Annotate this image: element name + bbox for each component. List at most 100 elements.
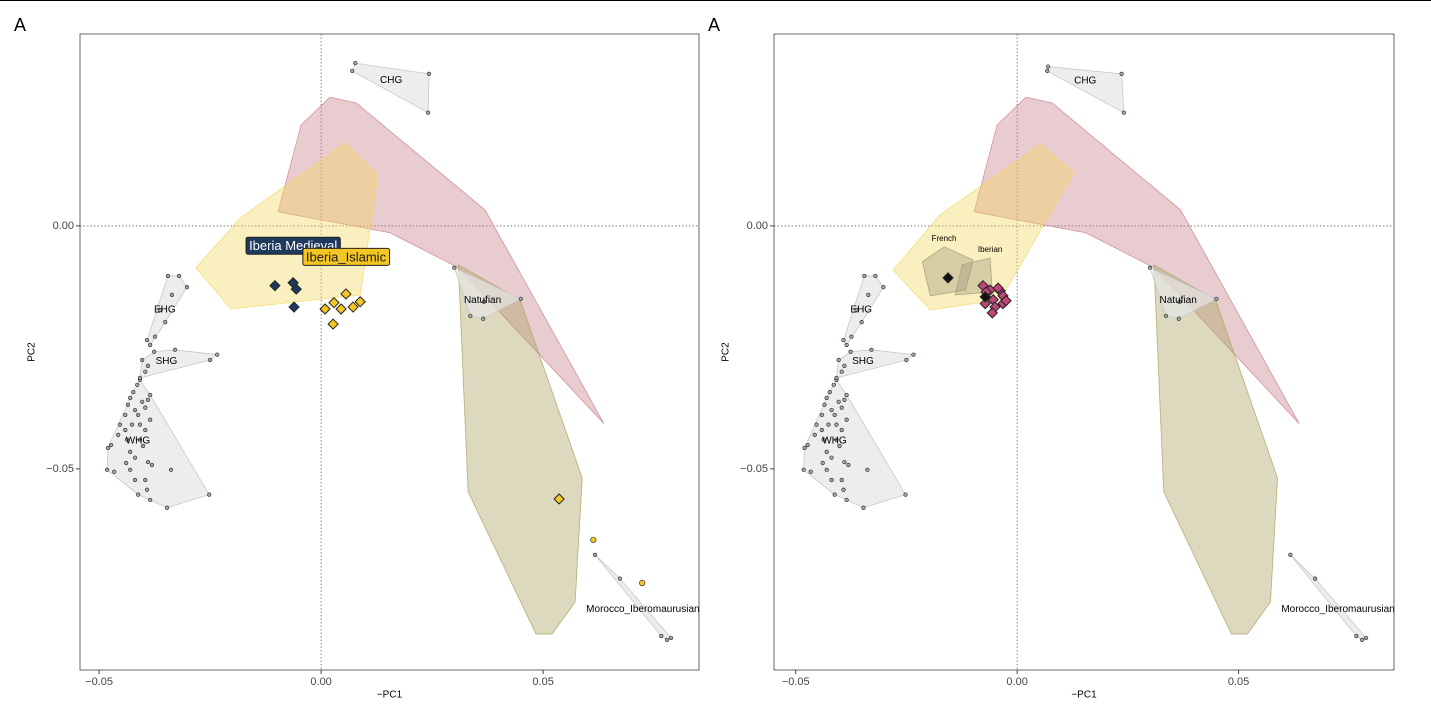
point <box>145 397 151 402</box>
point <box>834 422 839 427</box>
point <box>143 369 148 374</box>
point <box>844 417 849 422</box>
point <box>837 443 842 449</box>
point <box>128 467 133 472</box>
point <box>135 382 140 387</box>
group-label: Natufian <box>1160 295 1197 306</box>
point <box>827 389 832 395</box>
point <box>802 445 807 451</box>
point <box>842 459 847 465</box>
group-label: Morocco_Iberomaurusian <box>1281 604 1394 615</box>
point <box>808 469 813 474</box>
point <box>592 552 598 557</box>
group-label: CHG <box>1074 76 1096 87</box>
point <box>354 296 366 308</box>
point <box>979 291 991 303</box>
x-tick-label: 0.00 <box>310 676 331 688</box>
point <box>1000 295 1012 307</box>
point <box>1121 110 1126 115</box>
point <box>163 320 168 325</box>
point <box>1046 64 1051 69</box>
point <box>1363 635 1369 641</box>
label-box <box>302 247 391 266</box>
point <box>979 297 991 310</box>
group-label: WHG <box>126 436 151 447</box>
point <box>861 505 866 510</box>
point <box>319 303 331 315</box>
point <box>1176 316 1181 321</box>
point <box>841 487 846 492</box>
point <box>844 392 849 398</box>
point <box>839 405 844 410</box>
point <box>350 68 355 74</box>
area <box>277 96 605 424</box>
y-tick-label: −0.05 <box>740 463 768 475</box>
point <box>426 110 431 115</box>
point <box>824 395 829 401</box>
point <box>207 492 212 497</box>
point <box>123 412 128 418</box>
point <box>148 417 153 422</box>
point <box>123 427 128 433</box>
point <box>1147 265 1153 270</box>
x-tick-label: −0.05 <box>85 676 113 688</box>
point <box>820 460 825 466</box>
point <box>821 437 826 442</box>
point <box>1177 299 1182 304</box>
point <box>819 412 824 418</box>
point <box>829 407 834 413</box>
point <box>137 375 143 381</box>
point <box>149 462 155 468</box>
point <box>824 467 829 472</box>
point <box>148 392 153 398</box>
point <box>169 292 175 298</box>
x-tick-label: −0.05 <box>782 676 810 688</box>
point <box>836 399 841 404</box>
point <box>131 389 136 395</box>
point <box>340 288 352 300</box>
point <box>911 352 916 357</box>
point <box>822 402 827 407</box>
point <box>112 469 117 474</box>
point <box>842 397 847 402</box>
group-label: SHG <box>156 356 178 367</box>
point <box>104 467 110 472</box>
y-axis-label: PC2 <box>27 342 38 362</box>
point <box>148 497 153 503</box>
group-label: Natufian <box>464 295 501 306</box>
point <box>839 477 844 483</box>
point <box>137 437 143 442</box>
point <box>1354 633 1359 639</box>
point <box>664 637 670 642</box>
point <box>172 347 178 352</box>
point <box>639 579 646 587</box>
point <box>426 71 432 76</box>
group-label: CHG <box>380 75 402 86</box>
point <box>829 455 834 460</box>
point <box>335 303 347 315</box>
area <box>1153 264 1278 635</box>
point <box>846 462 851 468</box>
y-tick-label: 0.00 <box>747 220 768 232</box>
point <box>215 352 220 357</box>
point <box>839 427 844 433</box>
point <box>805 442 810 448</box>
point <box>145 363 151 368</box>
point <box>176 273 182 279</box>
point <box>668 635 674 641</box>
point <box>144 487 150 492</box>
point <box>839 369 844 374</box>
point <box>137 422 143 427</box>
point <box>1360 637 1365 642</box>
point <box>841 337 846 343</box>
point <box>132 477 138 483</box>
point <box>124 437 130 442</box>
x-tick-label: 0.05 <box>1228 676 1249 688</box>
point <box>831 382 836 387</box>
point <box>140 357 145 363</box>
point <box>152 349 157 354</box>
panel-title: A <box>14 15 26 35</box>
point <box>140 399 145 404</box>
point <box>1163 313 1169 318</box>
y-axis-label: PC2 <box>721 342 732 362</box>
